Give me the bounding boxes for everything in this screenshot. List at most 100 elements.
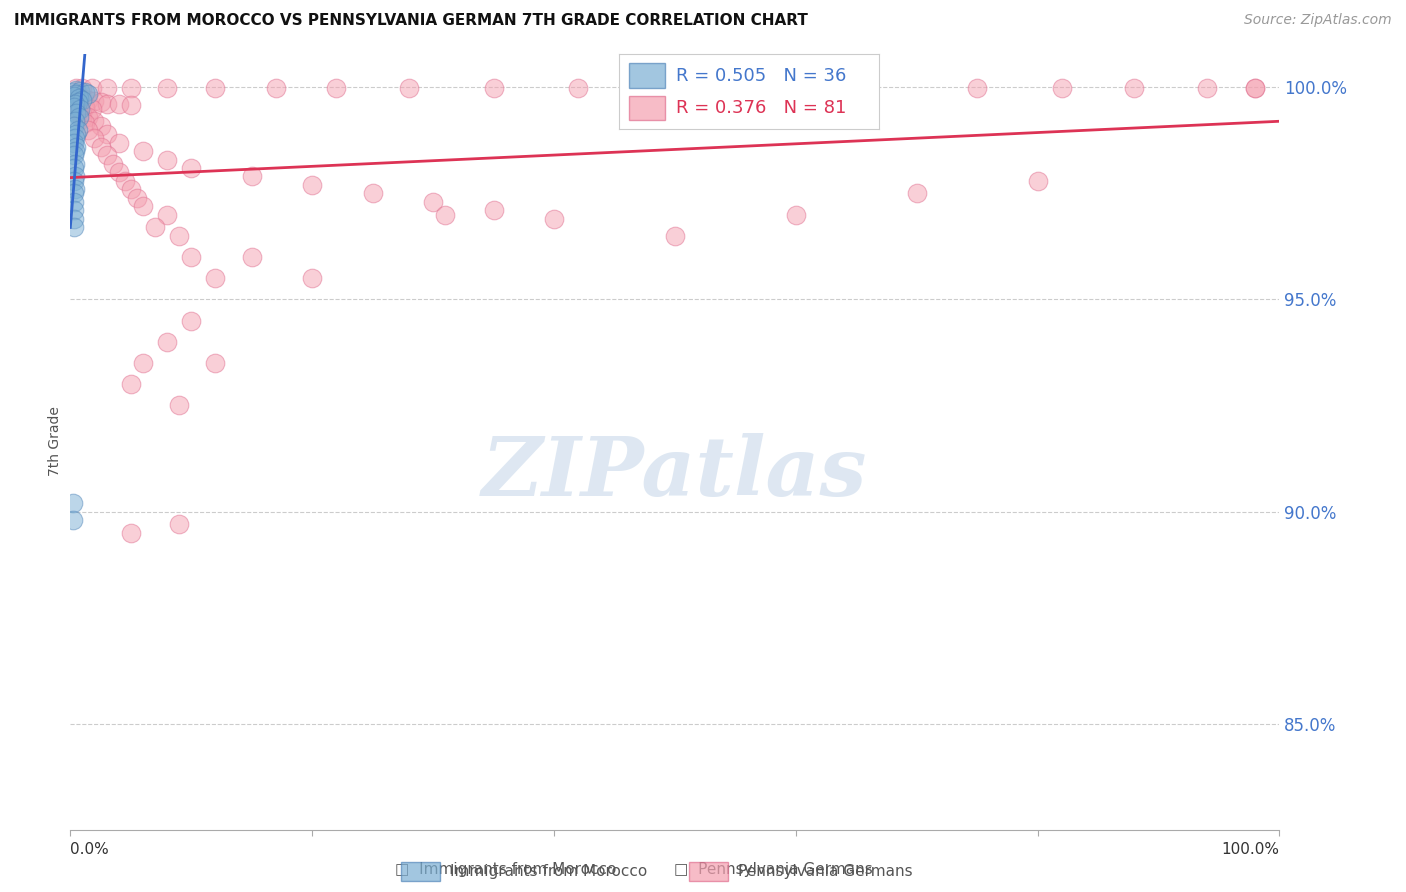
Point [204, 356, 226, 370]
Point [65, 127, 87, 141]
Point [80, 102, 103, 116]
Point [301, 271, 323, 285]
Point [63, 136, 86, 150]
Point [482, 81, 505, 95]
Point [63, 148, 86, 162]
Point [63, 186, 86, 201]
Point [63, 97, 86, 112]
Point [132, 144, 155, 158]
FancyBboxPatch shape [628, 96, 665, 120]
Point [114, 174, 136, 188]
Text: □  Immigrants from Morocco: □ Immigrants from Morocco [395, 863, 617, 877]
Point [120, 377, 142, 392]
Point [63, 114, 86, 128]
Point [69, 84, 91, 98]
Text: ZIPatlas: ZIPatlas [482, 433, 868, 513]
Point [567, 81, 589, 95]
Point [120, 98, 142, 112]
Point [143, 220, 166, 235]
Text: R = 0.505   N = 36: R = 0.505 N = 36 [676, 67, 846, 85]
Text: IMMIGRANTS FROM MOROCCO VS PENNSYLVANIA GERMAN 7TH GRADE CORRELATION CHART: IMMIGRANTS FROM MOROCCO VS PENNSYLVANIA … [14, 13, 808, 29]
Point [785, 208, 807, 222]
Point [63, 87, 86, 101]
Point [63, 211, 86, 226]
Point [204, 81, 226, 95]
Point [398, 81, 420, 95]
Point [180, 314, 202, 328]
FancyBboxPatch shape [628, 63, 665, 87]
Point [73, 85, 96, 99]
Point [83, 131, 105, 145]
Point [1244, 81, 1267, 95]
Point [63, 157, 86, 171]
Text: 100.0%: 100.0% [1222, 842, 1279, 857]
Point [361, 186, 384, 201]
Point [63, 99, 86, 113]
Point [966, 81, 988, 95]
Point [69, 102, 91, 116]
Point [132, 356, 155, 370]
Point [63, 161, 86, 175]
Point [63, 194, 86, 209]
Point [96, 148, 118, 162]
Point [120, 81, 142, 95]
Point [96, 96, 118, 111]
Point [62, 513, 84, 527]
Point [77, 93, 100, 107]
Point [167, 399, 190, 413]
Point [858, 81, 880, 95]
Point [325, 81, 347, 95]
Point [664, 228, 686, 243]
Point [73, 116, 96, 130]
Point [156, 153, 179, 167]
Point [65, 82, 87, 96]
Point [422, 194, 444, 209]
Text: R = 0.376   N = 81: R = 0.376 N = 81 [676, 99, 846, 117]
Point [66, 103, 89, 118]
Point [1050, 81, 1073, 95]
Point [72, 106, 94, 120]
Point [167, 228, 190, 243]
Point [63, 174, 86, 188]
Point [65, 81, 87, 95]
Point [905, 186, 928, 201]
Point [69, 108, 91, 122]
Point [180, 161, 202, 175]
Point [167, 517, 190, 532]
Point [1123, 81, 1146, 95]
Point [80, 81, 103, 95]
Point [90, 140, 111, 154]
Point [125, 191, 148, 205]
Point [63, 89, 86, 103]
Text: Source: ZipAtlas.com: Source: ZipAtlas.com [1244, 13, 1392, 28]
Point [63, 131, 86, 145]
Point [96, 81, 118, 95]
Point [264, 81, 287, 95]
Text: Pennsylvania Germans: Pennsylvania Germans [738, 864, 912, 879]
Point [761, 81, 783, 95]
Point [101, 157, 124, 171]
Point [156, 81, 179, 95]
Point [62, 496, 84, 510]
Point [65, 106, 87, 120]
Point [72, 81, 94, 95]
Point [180, 250, 202, 264]
Point [66, 95, 89, 110]
Point [63, 182, 86, 196]
Point [63, 220, 86, 235]
Point [66, 123, 89, 137]
Point [664, 81, 686, 95]
Point [120, 525, 142, 540]
Point [434, 208, 457, 222]
Point [90, 95, 111, 110]
Point [72, 93, 94, 107]
Point [301, 178, 323, 192]
Point [77, 87, 100, 101]
Point [240, 250, 263, 264]
FancyBboxPatch shape [401, 862, 440, 881]
Point [107, 136, 129, 150]
Point [90, 119, 111, 133]
Point [63, 119, 86, 133]
Point [67, 110, 90, 124]
Point [63, 144, 86, 158]
